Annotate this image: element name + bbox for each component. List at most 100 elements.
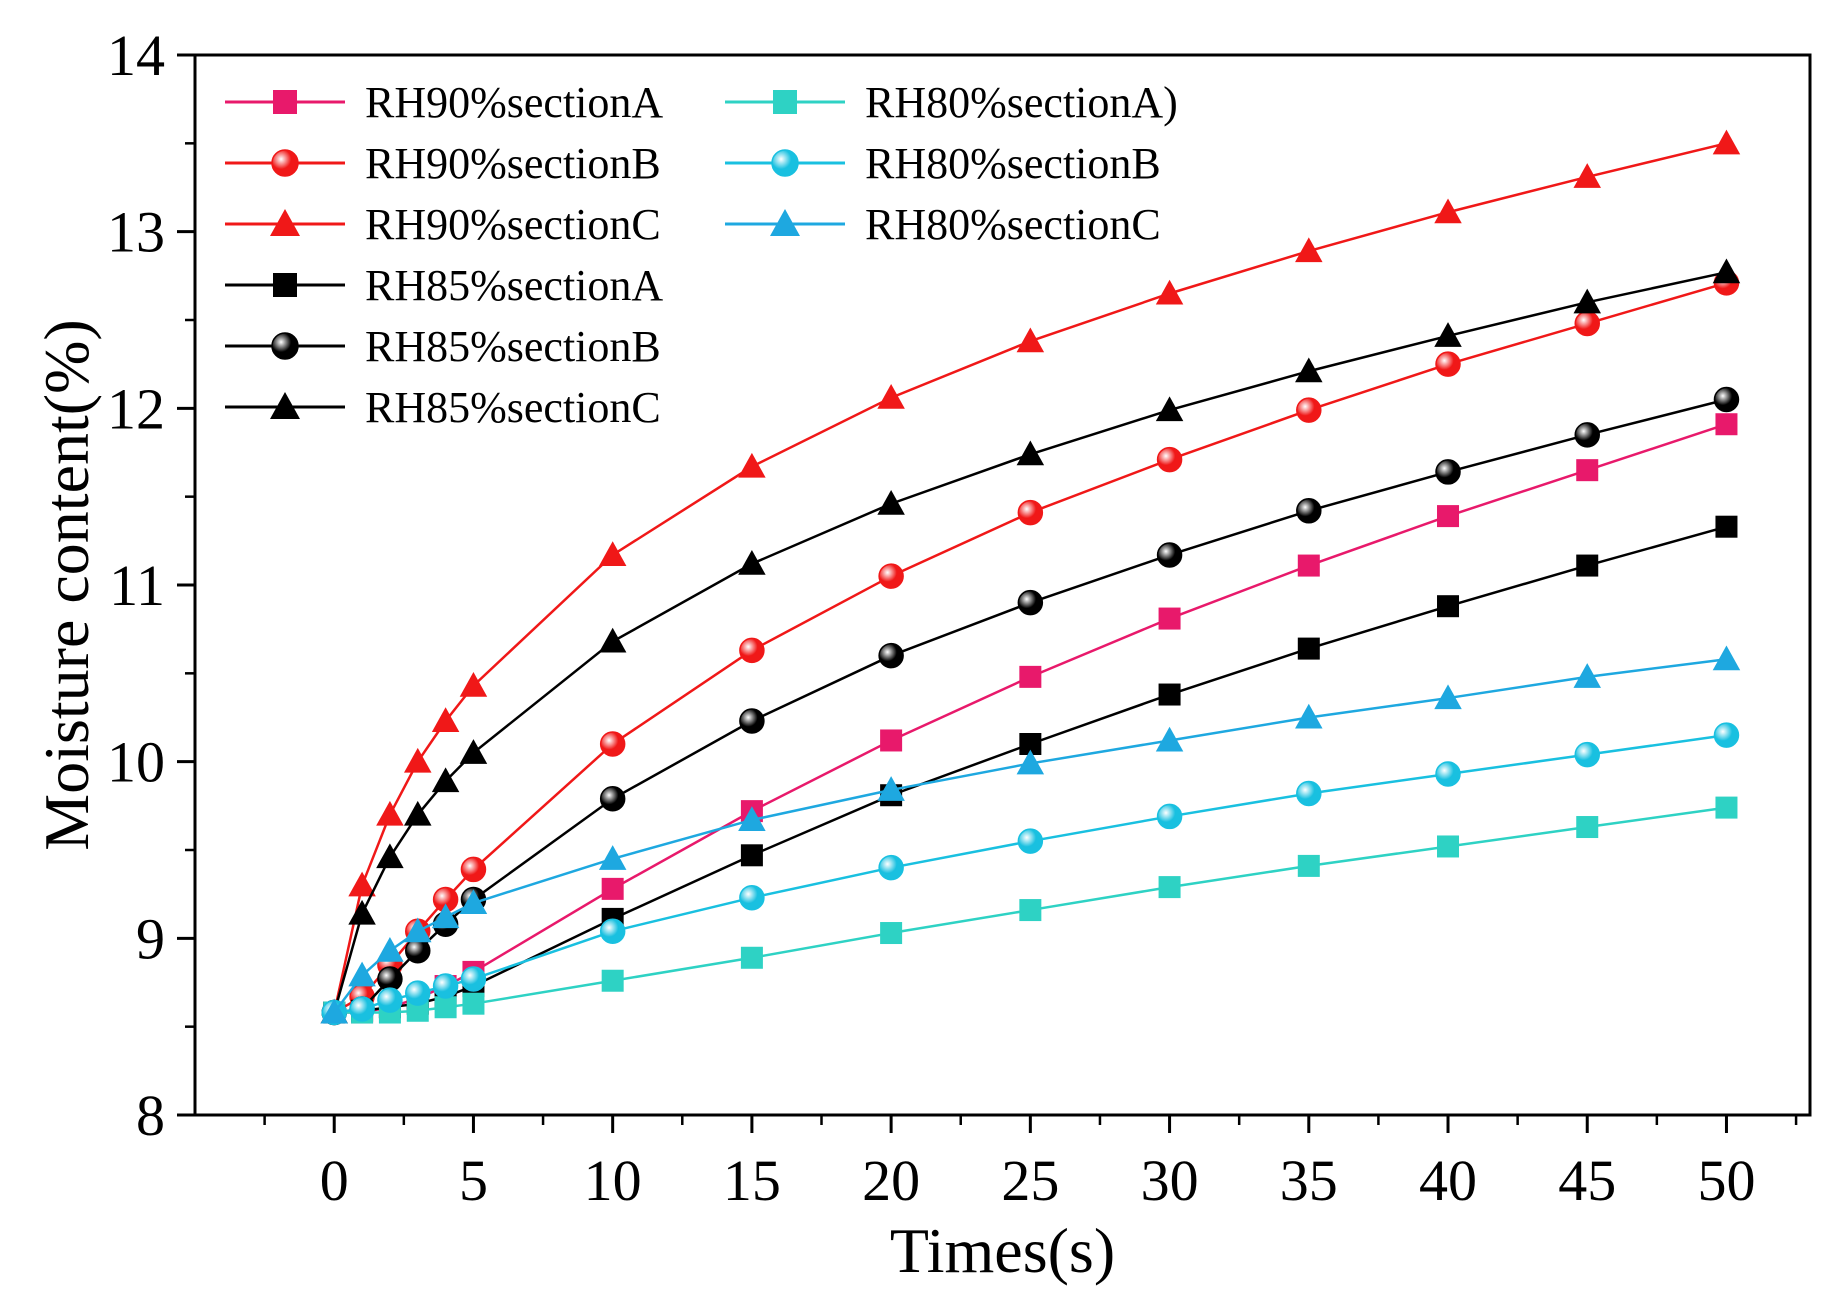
x-tick-label: 0 [320, 1148, 349, 1213]
data-point [598, 845, 627, 870]
data-point [1019, 733, 1042, 755]
data-point [1296, 498, 1322, 524]
data-point [377, 966, 403, 992]
data-point [459, 739, 488, 764]
data-point [1297, 637, 1320, 660]
data-point [434, 996, 457, 1019]
legend-label: RH90%sectionA [365, 78, 663, 127]
y-tick-label: 12 [107, 376, 165, 441]
legend: RH90%sectionA RH90%sectionB RH90%sectionC R… [225, 78, 1178, 432]
legend-marker [273, 90, 297, 114]
legend-marker [270, 392, 300, 419]
data-point [878, 642, 904, 669]
data-point [1158, 607, 1181, 630]
data-point [1574, 422, 1600, 448]
data-point [1017, 499, 1044, 526]
data-point [1713, 722, 1740, 748]
data-point [878, 854, 904, 881]
legend-entry: RH80%sectionA) [725, 78, 1178, 127]
data-point [405, 937, 431, 964]
y-axis-label: Moisture content(%) [31, 319, 102, 850]
data-point [1437, 595, 1460, 618]
data-point [1158, 683, 1181, 706]
plot-area [320, 129, 1741, 1026]
y-tick-label: 10 [107, 730, 165, 795]
y-tick-label: 11 [109, 553, 165, 618]
legend-label: RH80%sectionB [865, 139, 1161, 188]
data-point [1158, 876, 1181, 899]
x-tick-label: 5 [459, 1148, 488, 1213]
data-point [1297, 554, 1320, 577]
data-point [1435, 459, 1461, 485]
legend-marker [271, 332, 299, 360]
data-point [404, 917, 432, 943]
data-point [877, 383, 905, 409]
legend-entry: RH90%sectionB [225, 139, 661, 188]
series-rh85-sectionb [321, 386, 1740, 1026]
data-point [377, 987, 403, 1013]
legend-marker [771, 149, 799, 177]
x-tick-label: 25 [1001, 1148, 1059, 1213]
x-tick-label: 35 [1280, 1148, 1338, 1213]
data-point [1574, 741, 1600, 768]
data-point [1437, 835, 1460, 858]
legend-marker [770, 209, 800, 236]
x-tick-label: 50 [1697, 1148, 1755, 1213]
data-point [431, 767, 460, 793]
data-point [1576, 459, 1599, 482]
data-point [1155, 726, 1184, 752]
data-point [1712, 258, 1741, 284]
legend-entry: RH80%sectionB [725, 139, 1161, 188]
data-point [320, 998, 348, 1024]
x-tick-label: 10 [584, 1148, 642, 1213]
data-point [740, 844, 763, 867]
x-tick-label: 20 [862, 1148, 920, 1213]
data-point [404, 747, 432, 773]
data-point [1019, 899, 1042, 922]
data-point [1713, 386, 1740, 413]
data-point [376, 800, 404, 826]
data-point [601, 877, 624, 900]
legend-label: RH85%sectionB [365, 322, 661, 371]
data-point [738, 452, 766, 478]
data-point [348, 961, 376, 987]
data-point [1156, 542, 1183, 568]
data-point [1019, 665, 1042, 688]
data-point [739, 708, 765, 734]
data-point [1573, 163, 1601, 188]
y-tick-label: 9 [136, 906, 165, 971]
data-point [1016, 749, 1045, 775]
legend-entry: RH90%sectionC [225, 200, 661, 249]
x-tick-label: 45 [1558, 1148, 1616, 1213]
data-point [877, 489, 905, 515]
y-tick-label: 8 [136, 1083, 165, 1148]
legend-label: RH85%sectionC [365, 383, 661, 432]
legend-label: RH85%sectionA [365, 261, 663, 310]
data-point [1573, 288, 1601, 314]
data-point [1434, 322, 1462, 347]
data-point [738, 550, 766, 575]
data-point [1434, 684, 1462, 710]
data-point [1573, 663, 1601, 688]
data-point [404, 800, 432, 826]
legend-label: RH80%sectionC [865, 200, 1161, 249]
data-point [459, 671, 488, 697]
series-rh80-sectionc [320, 645, 1741, 1024]
data-point [1576, 554, 1599, 577]
data-point [431, 707, 460, 733]
y-tick-label: 13 [107, 200, 165, 265]
data-point [1295, 357, 1323, 383]
series-rh80-sectionb [321, 722, 1740, 1026]
data-point [1296, 397, 1322, 423]
data-point [1576, 816, 1599, 839]
axes-frame: 0 5 10 15 20 25 30 35 40 45 50 8 9 10 11 12 13 14 [107, 23, 1812, 1213]
data-point [599, 786, 626, 812]
legend-marker [270, 209, 300, 236]
data-point [1437, 505, 1460, 528]
legend-label: RH90%sectionC [365, 200, 661, 249]
data-point [1295, 703, 1323, 729]
data-point [1297, 854, 1320, 877]
data-point [601, 969, 624, 992]
data-point [1016, 327, 1045, 353]
